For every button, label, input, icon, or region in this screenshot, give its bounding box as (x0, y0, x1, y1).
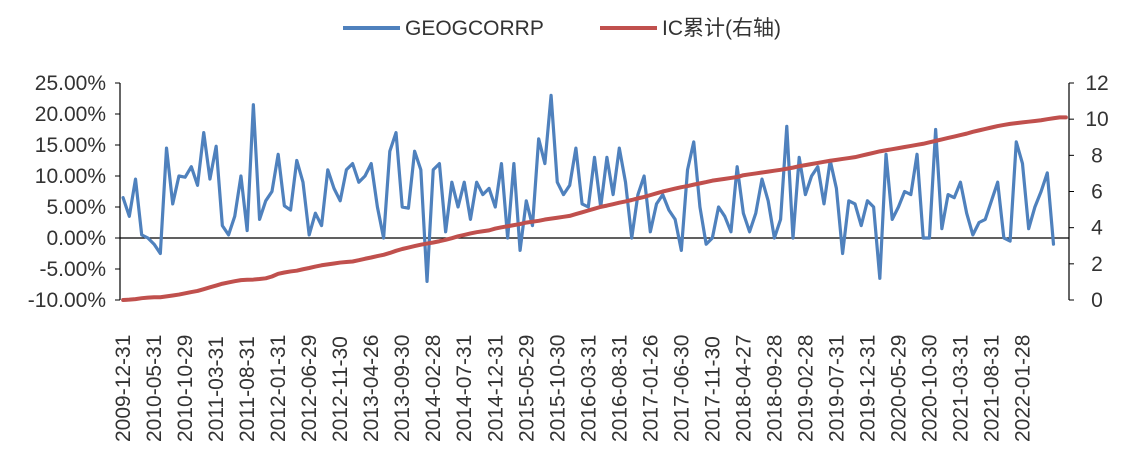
legend: GEOGCORRP IC累计(右轴) (343, 17, 781, 40)
x-tick-label: 2017-01-26 (639, 335, 662, 442)
y-right-tick-label: 2 (1091, 253, 1103, 276)
x-tick-label: 2014-07-31 (453, 335, 476, 442)
x-tick-label: 2017-11-30 (701, 336, 724, 442)
y-right-tick-label: 0 (1091, 289, 1103, 312)
x-tick-label: 2013-09-30 (391, 335, 414, 442)
x-tick-label: 2018-04-27 (732, 335, 755, 442)
legend-label-ic-cumulative: IC累计(右轴) (662, 17, 781, 40)
y-left-tick-label: -5.00% (39, 258, 106, 281)
x-tick-label: 2016-03-31 (577, 335, 600, 442)
x-tick-label: 2012-01-31 (267, 335, 290, 442)
y-right-tick-label: 4 (1091, 217, 1103, 240)
x-tick-label: 2020-10-30 (918, 335, 941, 442)
x-tick-label: 2016-08-31 (608, 335, 631, 442)
x-tick-label: 2018-09-28 (763, 335, 786, 442)
x-tick-label: 2011-08-31 (236, 336, 259, 442)
x-tick-label: 2014-12-31 (484, 335, 507, 442)
y-left-tick-label: 5.00% (46, 196, 106, 219)
x-tick-label: 2010-10-29 (174, 335, 197, 442)
x-tick-label: 2019-02-28 (794, 335, 817, 442)
x-tick-label: 2013-04-26 (360, 335, 383, 442)
x-tick-label: 2019-07-31 (825, 335, 848, 442)
series-line-ic-cumulative (121, 115, 1068, 302)
x-tick-label: 2014-02-28 (422, 335, 445, 442)
x-tick-label: 2019-12-31 (856, 335, 879, 442)
y-right-tick-label: 8 (1091, 144, 1103, 167)
y-left-tick-label: 20.00% (35, 103, 106, 126)
y-left-tick-label: 10.00% (35, 165, 106, 188)
axes: 25.00% 20.00% 15.00% 10.00% 5.00% 0.00% -5.00%… (28, 72, 1109, 442)
y-left-tick-label: 15.00% (35, 134, 106, 157)
x-tick-label: 2015-10-30 (546, 335, 569, 442)
x-tick-label: 2015-05-29 (515, 335, 538, 442)
y-right-tick-label: 6 (1091, 181, 1103, 204)
y-right-tick-label: 12 (1085, 72, 1108, 95)
x-tick-label: 2009-12-31 (112, 335, 135, 442)
x-tick-label: 2012-11-30 (329, 336, 352, 442)
x-tick-label: 2020-05-29 (887, 335, 910, 442)
x-tick-label: 2011-03-31 (205, 336, 228, 442)
series-line-geogcorrp (121, 93, 1056, 283)
y-right-tick-label: 10 (1085, 108, 1108, 131)
x-tick-label: 2017-06-30 (670, 335, 693, 442)
x-tick-label: 2012-06-29 (298, 335, 321, 442)
y-left-tick-label: 0.00% (46, 227, 106, 250)
y-left-tick-label: 25.00% (35, 72, 106, 95)
series-layer (121, 93, 1068, 302)
x-tick-label: 2010-05-31 (143, 335, 166, 442)
x-tick-label: 2021-08-31 (980, 335, 1003, 442)
legend-label-geogcorrp: GEOGCORRP (405, 17, 544, 40)
x-tick-label: 2021-03-31 (949, 335, 972, 442)
y-left-tick-label: -10.00% (28, 289, 106, 312)
x-tick-label: 2022-01-28 (1011, 335, 1034, 442)
